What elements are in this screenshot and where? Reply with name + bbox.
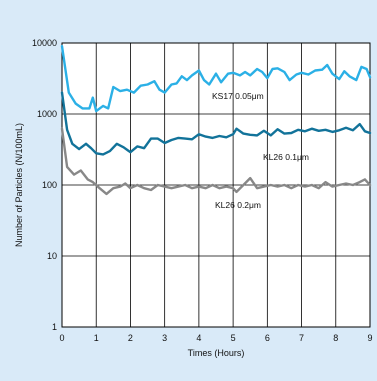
series-label-2: KL26 0.1μm bbox=[263, 152, 309, 162]
x-tick-label-0: 0 bbox=[59, 333, 64, 343]
x-axis-label: Times (Hours) bbox=[188, 348, 245, 358]
x-tick-label-4: 4 bbox=[196, 333, 201, 343]
series-labels: KS17 0.05μm KL26 0.1μm KL26 0.2μm bbox=[212, 91, 309, 210]
series-line-1 bbox=[60, 45, 372, 113]
series-lines bbox=[60, 45, 372, 196]
x-tick-label-6: 6 bbox=[265, 333, 270, 343]
series-label-3: KL26 0.2μm bbox=[215, 200, 261, 210]
x-tick-label-5: 5 bbox=[231, 333, 236, 343]
x-tick-label-9: 9 bbox=[367, 333, 372, 343]
x-tick-label-7: 7 bbox=[299, 333, 304, 343]
y-tick-label-10000: 10000 bbox=[32, 38, 57, 48]
series-line-3 bbox=[60, 127, 372, 196]
x-tick-label-2: 2 bbox=[128, 333, 133, 343]
y-tick-label-100: 100 bbox=[42, 180, 57, 190]
y-tick-labels: 1 10 100 1000 10000 bbox=[32, 38, 57, 332]
x-tick-label-8: 8 bbox=[333, 333, 338, 343]
y-tick-label-1: 1 bbox=[52, 322, 57, 332]
y-axis-label: Number of Particles (N/100mL) bbox=[14, 123, 24, 247]
y-tick-label-10: 10 bbox=[47, 251, 57, 261]
x-tick-label-1: 1 bbox=[94, 333, 99, 343]
x-tick-label-3: 3 bbox=[162, 333, 167, 343]
x-tick-labels: 0 1 2 3 4 5 6 7 8 9 bbox=[59, 333, 372, 343]
series-label-1: KS17 0.05μm bbox=[212, 91, 264, 101]
series-line-2 bbox=[60, 91, 372, 156]
y-tick-label-1000: 1000 bbox=[37, 109, 57, 119]
